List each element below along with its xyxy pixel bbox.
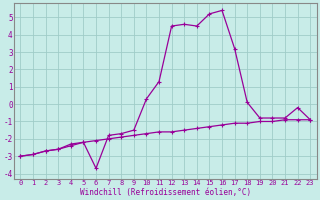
X-axis label: Windchill (Refroidissement éolien,°C): Windchill (Refroidissement éolien,°C) <box>80 188 251 197</box>
